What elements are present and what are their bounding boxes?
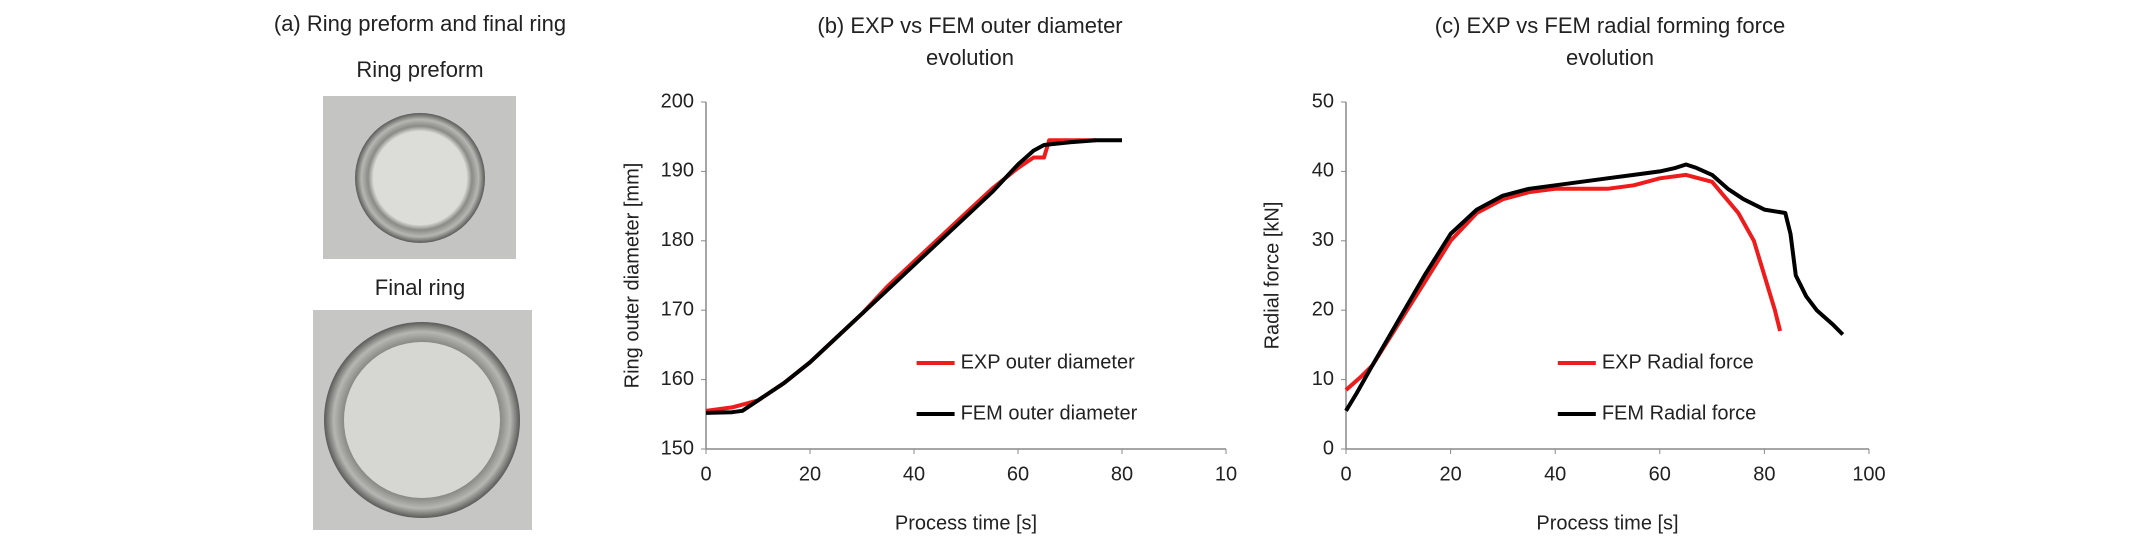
x-tick-label: 0 xyxy=(1340,463,1351,485)
x-tick-label: 10 xyxy=(1215,463,1237,485)
y-tick-label: 200 xyxy=(661,90,694,112)
data-line xyxy=(1344,162,1845,412)
y-tick-label: 10 xyxy=(1312,368,1334,390)
data-line xyxy=(705,138,1122,415)
photo-label: Ring preform xyxy=(356,57,483,82)
y-tick-label: 180 xyxy=(661,229,694,251)
y-tick-label: 0 xyxy=(1323,437,1334,459)
y-axis-label: Ring outer diameter [mm] xyxy=(621,163,643,389)
y-tick-label: 190 xyxy=(661,160,694,182)
x-tick-label: 40 xyxy=(1544,463,1566,485)
x-tick-label: 60 xyxy=(1007,463,1029,485)
x-tick-label: 20 xyxy=(1439,463,1461,485)
photo-label: Final ring xyxy=(375,275,465,300)
x-tick-label: 100 xyxy=(1852,463,1885,485)
panel-title: (a) Ring preform and final ring xyxy=(274,11,566,36)
y-tick-label: 170 xyxy=(661,298,694,320)
legend-label: FEM outer diameter xyxy=(961,402,1138,424)
chart-title: (c) EXP vs FEM radial forming force evol… xyxy=(1434,13,1786,70)
x-tick-label: 40 xyxy=(903,463,925,485)
x-axis-label: Process time [s] xyxy=(895,512,1037,534)
legend-label: FEM Radial force xyxy=(1602,402,1757,424)
y-tick-label: 40 xyxy=(1312,160,1334,182)
ring-hole xyxy=(344,342,500,498)
x-tick-label: 60 xyxy=(1649,463,1671,485)
y-tick-label: 30 xyxy=(1312,229,1334,251)
x-axis-label: Process time [s] xyxy=(1536,512,1678,534)
legend-label: EXP Radial force xyxy=(1602,351,1754,373)
y-tick-label: 20 xyxy=(1312,298,1334,320)
y-tick-label: 160 xyxy=(661,368,694,390)
chart-title: (b) EXP vs FEM outer diameter evolution xyxy=(817,13,1123,70)
x-tick-label: 0 xyxy=(700,463,711,485)
x-tick-label: 80 xyxy=(1753,463,1775,485)
data-line xyxy=(1344,172,1783,392)
y-tick-label: 50 xyxy=(1312,90,1334,112)
legend-label: EXP outer diameter xyxy=(961,351,1136,373)
y-tick-label: 150 xyxy=(661,437,694,459)
x-tick-label: 80 xyxy=(1111,463,1133,485)
ring-hole xyxy=(373,131,467,225)
x-tick-label: 20 xyxy=(799,463,821,485)
y-axis-label: Radial force [kN] xyxy=(1261,202,1283,350)
